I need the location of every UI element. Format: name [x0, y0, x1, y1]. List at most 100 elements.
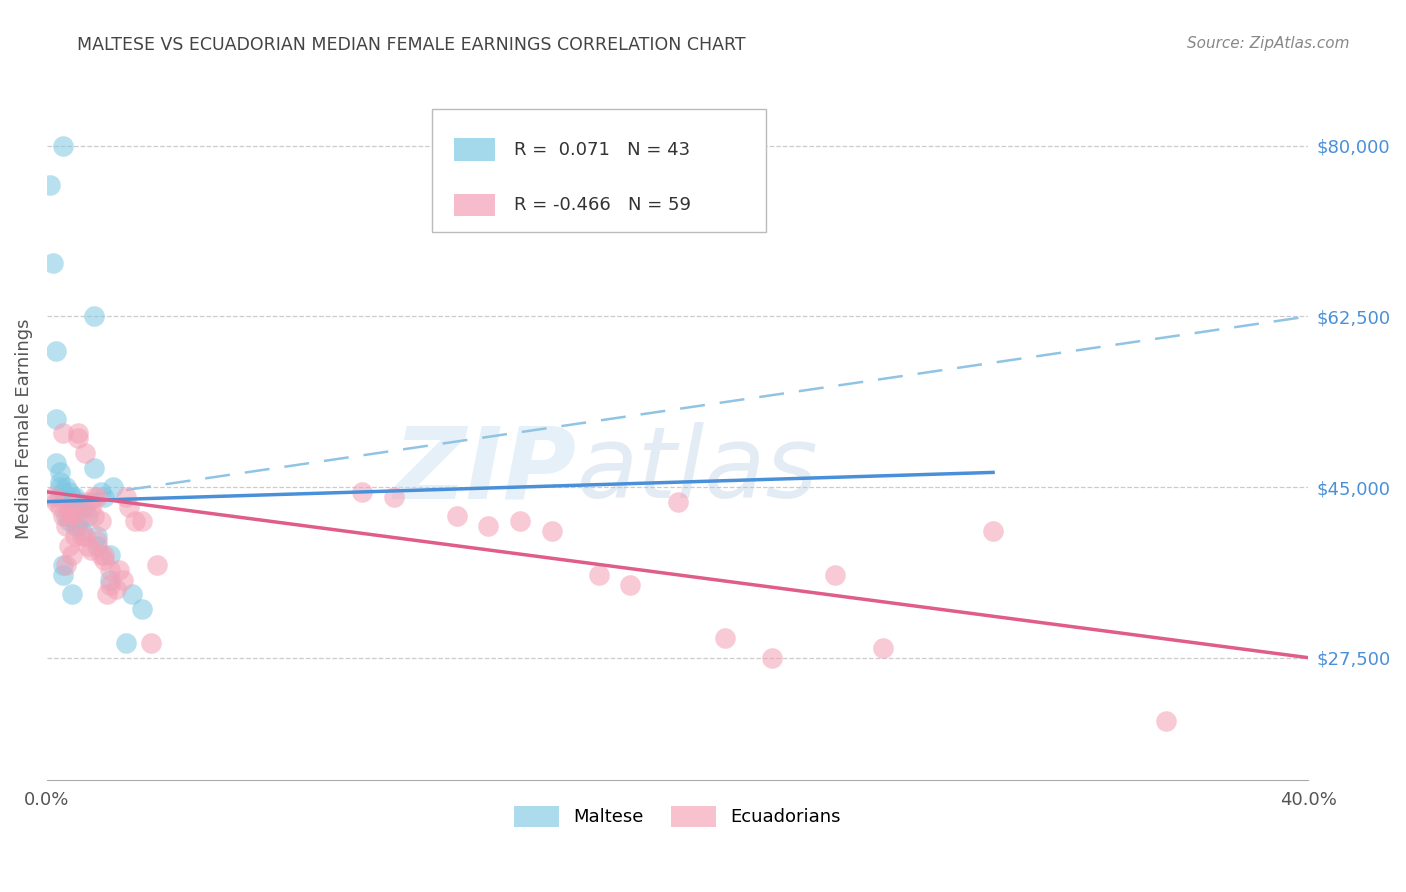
Point [872, 640, 894, 655]
Point [98, 563, 121, 577]
Text: MALTESE VS ECUADORIAN MEDIAN FEMALE EARNINGS CORRELATION CHART: MALTESE VS ECUADORIAN MEDIAN FEMALE EARN… [77, 36, 747, 54]
Point [118, 500, 141, 514]
Point [98, 577, 121, 591]
Point [45, 343, 67, 358]
Point [48, 466, 70, 480]
Y-axis label: Median Female Earnings: Median Female Earnings [15, 318, 32, 539]
Point [588, 567, 610, 582]
Text: R =  0.071   N = 43: R = 0.071 N = 43 [513, 141, 690, 159]
Point [981, 524, 1004, 538]
Point [83, 310, 105, 324]
Point [73, 500, 96, 514]
Point [55, 509, 77, 524]
Point [540, 524, 562, 538]
Point [58, 484, 80, 499]
Point [55, 558, 77, 572]
Point [77, 494, 100, 508]
Point [93, 553, 115, 567]
Point [42, 256, 65, 270]
FancyBboxPatch shape [432, 109, 766, 232]
Point [52, 567, 75, 582]
Point [60, 494, 83, 508]
Point [83, 509, 105, 524]
Point [67, 431, 90, 445]
Point [55, 480, 77, 494]
Point [114, 490, 136, 504]
Point [77, 509, 100, 524]
Text: R = -0.466   N = 59: R = -0.466 N = 59 [513, 196, 690, 214]
Point [714, 631, 737, 645]
Point [114, 636, 136, 650]
Point [477, 519, 499, 533]
Point [58, 514, 80, 528]
Point [67, 500, 90, 514]
Point [60, 587, 83, 601]
Point [48, 490, 70, 504]
Point [111, 573, 134, 587]
FancyBboxPatch shape [454, 138, 495, 161]
Point [93, 490, 115, 504]
Point [352, 484, 374, 499]
Point [77, 539, 100, 553]
Point [65, 500, 87, 514]
Point [666, 494, 689, 508]
Point [52, 509, 75, 524]
Point [761, 650, 783, 665]
Point [52, 558, 75, 572]
Point [67, 426, 90, 441]
Point [52, 138, 75, 153]
Point [48, 500, 70, 514]
Point [39, 178, 62, 192]
Point [101, 480, 124, 494]
Point [60, 549, 83, 563]
Point [45, 411, 67, 425]
Point [45, 494, 67, 508]
FancyBboxPatch shape [454, 194, 495, 216]
Point [65, 519, 87, 533]
Point [121, 587, 143, 601]
Text: atlas: atlas [576, 422, 818, 519]
Point [52, 426, 75, 441]
Point [60, 500, 83, 514]
Point [131, 602, 153, 616]
Point [146, 558, 169, 572]
Point [93, 549, 115, 563]
Point [89, 514, 111, 528]
Point [446, 509, 468, 524]
Point [96, 587, 118, 601]
Point [98, 549, 121, 563]
Point [98, 573, 121, 587]
Point [382, 490, 405, 504]
Point [42, 490, 65, 504]
Point [58, 504, 80, 518]
Point [70, 524, 93, 538]
Point [1156, 714, 1178, 728]
Point [124, 514, 146, 528]
Point [52, 484, 75, 499]
Point [65, 509, 87, 524]
Point [67, 519, 90, 533]
Text: ZIP: ZIP [394, 422, 576, 519]
Point [73, 529, 96, 543]
Point [509, 514, 531, 528]
Point [89, 484, 111, 499]
Point [67, 494, 90, 508]
Point [83, 460, 105, 475]
Point [73, 446, 96, 460]
Point [70, 500, 93, 514]
Point [89, 549, 111, 563]
Point [108, 563, 131, 577]
Point [48, 480, 70, 494]
Point [139, 636, 162, 650]
Point [58, 539, 80, 553]
Point [131, 514, 153, 528]
Point [48, 475, 70, 490]
Point [70, 529, 93, 543]
Text: Source: ZipAtlas.com: Source: ZipAtlas.com [1187, 36, 1350, 51]
Point [65, 529, 87, 543]
Point [55, 519, 77, 533]
Point [83, 490, 105, 504]
Point [86, 539, 108, 553]
Point [70, 509, 93, 524]
Point [45, 456, 67, 470]
